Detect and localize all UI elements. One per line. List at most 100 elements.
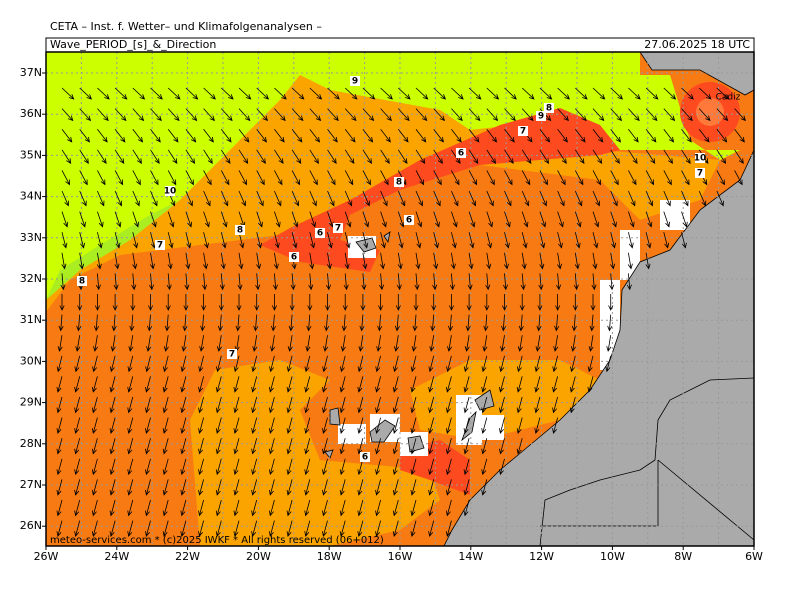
- arrow: [96, 252, 102, 270]
- arrow: [468, 149, 479, 165]
- arrow: [109, 355, 116, 373]
- arrow: [327, 149, 337, 165]
- arrow: [309, 190, 317, 207]
- arrow: [397, 252, 403, 270]
- arrow: [109, 396, 116, 414]
- arrow: [145, 438, 151, 455]
- arrow: [610, 149, 620, 165]
- arrow: [162, 458, 169, 476]
- arrow: [521, 190, 530, 207]
- arrow: [698, 190, 707, 207]
- arrow: [237, 273, 243, 291]
- arrow: [362, 149, 373, 165]
- arrow: [221, 108, 233, 122]
- arrow: [610, 128, 621, 143]
- arrow: [127, 396, 134, 414]
- arrow: [410, 458, 417, 476]
- arrow: [198, 396, 204, 414]
- arrow: [628, 232, 634, 249]
- arrow: [238, 190, 246, 207]
- arrow: [182, 314, 188, 332]
- arrow: [392, 396, 399, 414]
- arrow: [380, 190, 388, 207]
- arrow: [734, 108, 746, 122]
- arrow: [536, 314, 542, 332]
- arrow: [322, 458, 328, 476]
- arrow: [251, 438, 258, 455]
- arrow: [147, 293, 154, 311]
- arrow: [573, 273, 579, 291]
- arrow: [539, 128, 551, 143]
- arrow: [555, 293, 561, 311]
- arrow: [574, 252, 580, 270]
- arrow: [645, 170, 655, 186]
- arrow: [109, 438, 116, 455]
- arrow: [268, 396, 275, 414]
- arrow: [592, 190, 600, 207]
- arrow: [220, 190, 229, 207]
- arrow: [428, 355, 435, 373]
- arrow: [185, 252, 191, 270]
- arrow: [554, 314, 560, 332]
- arrow: [97, 108, 109, 122]
- arrow: [185, 190, 193, 207]
- arrow: [557, 190, 565, 207]
- arrow: [74, 396, 81, 414]
- arrow: [324, 314, 330, 332]
- arrow: [503, 252, 509, 270]
- arrow: [430, 314, 436, 332]
- arrow: [392, 458, 399, 476]
- arrow: [392, 520, 399, 537]
- arrow: [499, 376, 505, 393]
- arrow: [499, 458, 505, 476]
- arrow: [203, 87, 216, 100]
- axes: 26W 24W 22W 20W 18W 16W 14W 12W 10W 8W 6W 37N 36N 35N…: [20, 66, 763, 563]
- arrow: [198, 479, 204, 496]
- arrow: [309, 170, 318, 186]
- arrow: [163, 335, 169, 352]
- arrow: [219, 273, 225, 291]
- arrow: [451, 211, 458, 228]
- arrow: [127, 479, 134, 496]
- arrow: [394, 314, 400, 332]
- arrow: [375, 396, 381, 414]
- y-label: 31N: [20, 313, 42, 326]
- arrow: [309, 211, 316, 228]
- arrow: [220, 170, 230, 186]
- arrow: [484, 293, 490, 311]
- arrow: [357, 499, 364, 517]
- arrow: [415, 252, 421, 270]
- arrow: [591, 273, 597, 291]
- arrow: [132, 170, 141, 186]
- arrow: [256, 170, 265, 186]
- arrow: [361, 273, 367, 291]
- arrow: [415, 211, 423, 228]
- arrow: [499, 438, 505, 455]
- islands: [324, 231, 495, 459]
- arrow: [570, 355, 576, 373]
- arrow: [167, 128, 179, 143]
- arrow: [516, 417, 523, 434]
- arrow: [481, 458, 488, 476]
- arrow: [375, 479, 381, 496]
- arrow: [410, 499, 417, 517]
- arrow: [380, 149, 390, 165]
- arrow: [339, 458, 346, 476]
- arrow: [463, 438, 470, 455]
- arrow: [410, 479, 417, 496]
- arrow: [360, 293, 366, 311]
- arrow: [504, 190, 512, 207]
- arrow: [451, 108, 463, 122]
- arrow: [79, 252, 85, 270]
- arrow: [145, 479, 151, 496]
- arrow: [516, 355, 523, 373]
- contour-label: 7: [157, 241, 163, 251]
- arrow: [291, 128, 303, 143]
- arrow: [162, 376, 169, 393]
- arrow: [256, 108, 269, 122]
- arrow: [534, 417, 541, 434]
- arrow: [539, 252, 545, 270]
- arrow: [145, 396, 151, 414]
- arrow: [415, 190, 423, 207]
